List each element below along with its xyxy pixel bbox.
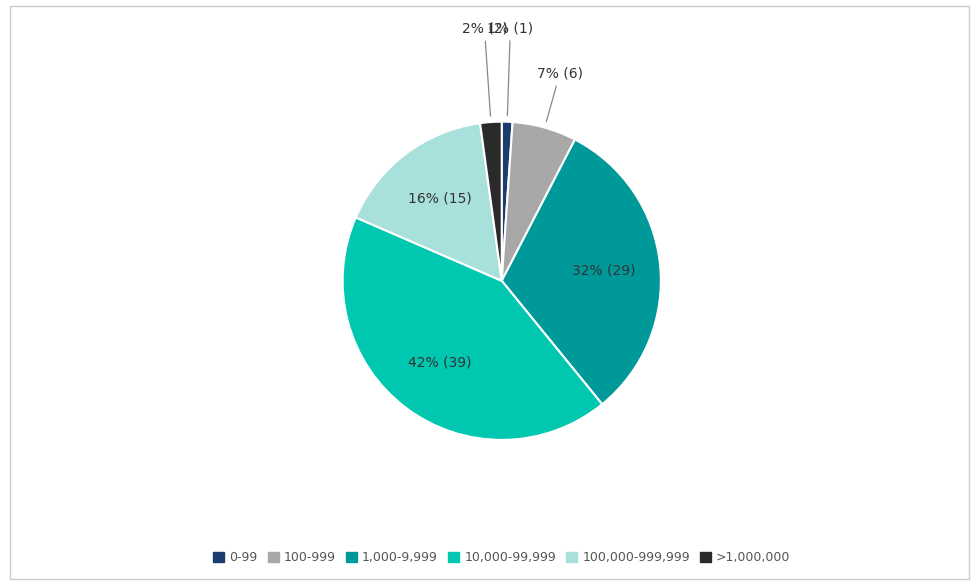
Text: 42% (39): 42% (39) — [408, 356, 470, 370]
Wedge shape — [501, 122, 574, 281]
Legend: 0-99, 100-999, 1,000-9,999, 10,000-99,999, 100,000-999,999, >1,000,000: 0-99, 100-999, 1,000-9,999, 10,000-99,99… — [208, 546, 794, 569]
Wedge shape — [501, 122, 512, 281]
Wedge shape — [355, 123, 501, 281]
Wedge shape — [479, 122, 502, 281]
Text: 32% (29): 32% (29) — [572, 263, 636, 277]
Wedge shape — [501, 139, 660, 404]
Text: 1% (1): 1% (1) — [487, 21, 533, 116]
Wedge shape — [342, 218, 601, 440]
Text: 16% (15): 16% (15) — [407, 192, 471, 206]
Text: 2% (2): 2% (2) — [461, 22, 507, 116]
Text: 7% (6): 7% (6) — [536, 67, 582, 122]
